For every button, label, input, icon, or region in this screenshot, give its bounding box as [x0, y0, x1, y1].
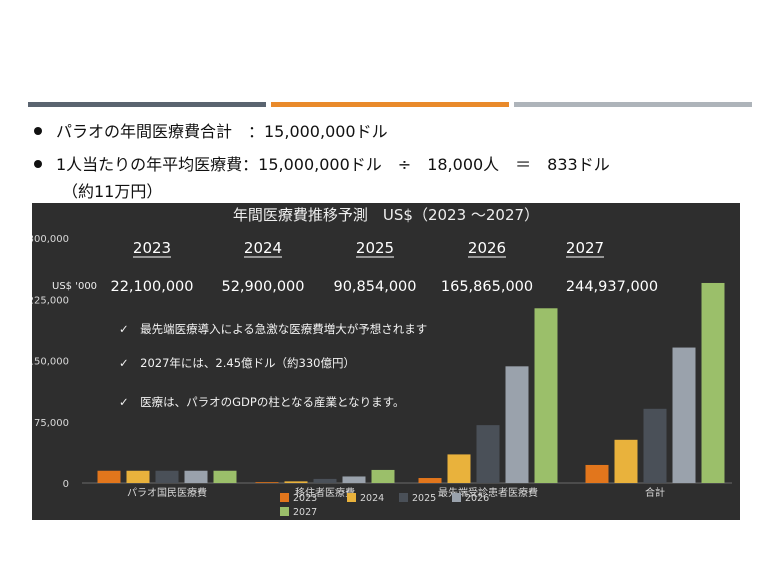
note-text: ✓ 医療は、パラオのGDPの柱となる産業となります。	[119, 395, 405, 409]
legend-swatch	[452, 493, 461, 502]
category-label: 移住者医療費	[295, 486, 355, 499]
legend-label: 2023	[293, 493, 317, 504]
bar	[342, 476, 366, 483]
bar	[155, 470, 179, 483]
bar	[371, 469, 395, 483]
bar	[447, 454, 471, 483]
total-value-label: 244,937,000	[566, 279, 658, 295]
bar	[284, 481, 308, 483]
bar	[643, 408, 667, 483]
y-tick-label: 0	[63, 479, 69, 490]
category-label: 合計	[645, 486, 665, 499]
note-text: ✓ 最先端医療導入による急激な医療費増大が予想されます	[119, 322, 427, 336]
bar	[585, 464, 609, 483]
bar	[476, 425, 500, 483]
bar	[184, 470, 208, 483]
bar	[255, 482, 279, 483]
bullet-dot	[34, 160, 42, 168]
y-tick-label: 225,000	[32, 295, 69, 306]
legend-swatch	[280, 507, 289, 516]
bar	[534, 308, 558, 483]
y-tick-label: 75,000	[34, 418, 69, 429]
legend-label: 2024	[360, 493, 384, 504]
year-label: 2027	[566, 239, 604, 257]
year-label: 2023	[133, 239, 171, 257]
legend-label: 2025	[412, 493, 436, 504]
bar	[126, 470, 150, 483]
bullet-line-per-capita-cost: 1人当たりの年平均医療費：15,000,000ドル ÷ 18,000人 ＝ 83…	[34, 151, 610, 175]
category-label: 最先端受診患者医療費	[438, 486, 538, 499]
medical-cost-forecast-chart: 年間医療費推移予測 US$（2023 〜2027） 0 75,000 150,000 2…	[32, 203, 740, 520]
per-capita-yen-text: （約11万円）	[62, 182, 163, 201]
legend-label: 2027	[293, 507, 317, 518]
bar	[701, 282, 725, 483]
total-value-label: 52,900,000	[221, 279, 304, 295]
total-value-label: 90,854,000	[333, 279, 416, 295]
total-cost-text: パラオの年間医療費合計 ：15,000,000ドル	[56, 122, 388, 141]
unit-label: US$ '000	[52, 281, 97, 292]
legend-swatch	[347, 493, 356, 502]
legend-label: 2026	[465, 493, 489, 504]
note-text: ✓ 2027年には、2.45億ドル（約330億円）	[119, 356, 355, 370]
total-value-label: 165,865,000	[441, 279, 533, 295]
header-rule-gray	[514, 102, 752, 107]
legend-swatch	[280, 493, 289, 502]
category-label: パラオ国民医療費	[127, 486, 207, 499]
year-label: 2026	[468, 239, 506, 257]
year-label: 2025	[356, 239, 394, 257]
bar	[614, 439, 638, 483]
bullet-line-total-cost: パラオの年間医療費合計 ：15,000,000ドル	[34, 118, 388, 142]
bar	[672, 347, 696, 483]
legend-swatch	[399, 493, 408, 502]
bullet-dot	[34, 127, 42, 135]
header-rule-dark	[28, 102, 266, 107]
y-tick-label: 300,000	[32, 234, 69, 245]
chart-svg: 年間医療費推移予測 US$（2023 〜2027） 0 75,000 150,000 2…	[32, 203, 740, 520]
per-capita-cost-text: 1人当たりの年平均医療費：15,000,000ドル ÷ 18,000人 ＝ 83…	[56, 155, 610, 174]
y-tick-label: 150,000	[32, 357, 69, 368]
bar	[313, 478, 337, 483]
bar	[97, 470, 121, 483]
bar	[505, 366, 529, 483]
total-value-label: 22,100,000	[110, 279, 193, 295]
header-rule-orange	[271, 102, 509, 107]
year-label: 2024	[244, 239, 282, 257]
bar	[418, 478, 442, 483]
bar	[213, 470, 237, 483]
chart-title: 年間医療費推移予測 US$（2023 〜2027）	[233, 206, 539, 224]
